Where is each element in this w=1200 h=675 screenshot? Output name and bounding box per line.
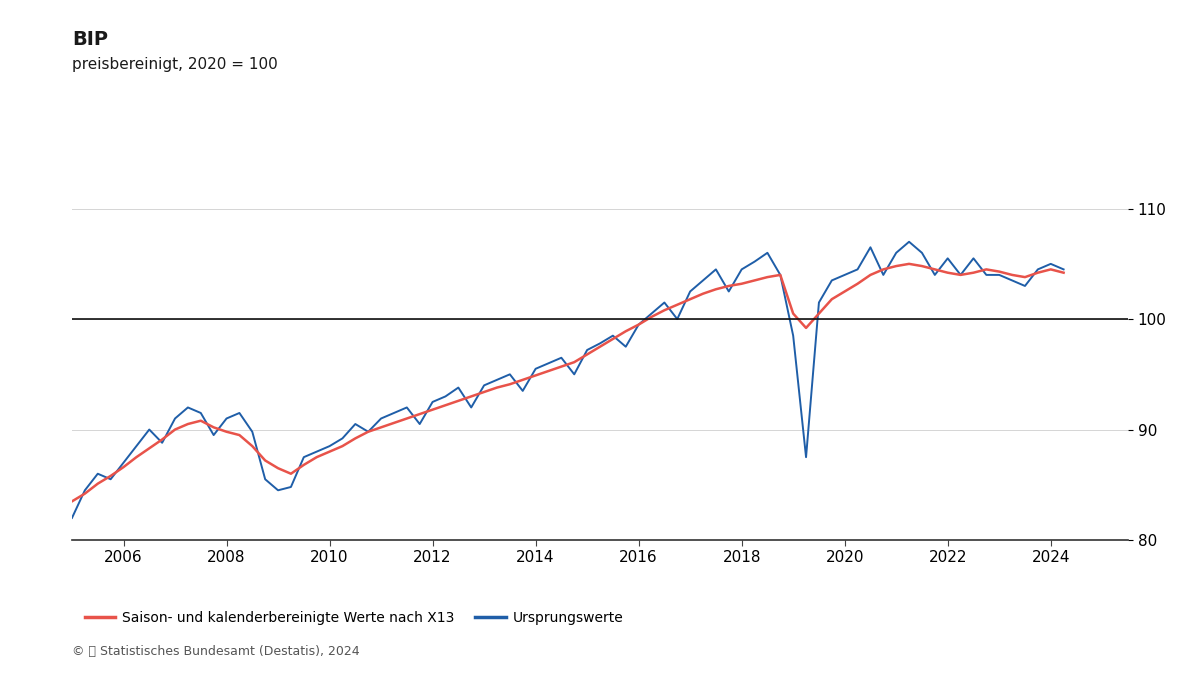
Text: © 📈 Statistisches Bundesamt (Destatis), 2024: © 📈 Statistisches Bundesamt (Destatis), … bbox=[72, 645, 360, 658]
Text: preisbereinigt, 2020 = 100: preisbereinigt, 2020 = 100 bbox=[72, 57, 277, 72]
Legend: Saison- und kalenderbereinigte Werte nach X13, Ursprungswerte: Saison- und kalenderbereinigte Werte nac… bbox=[79, 605, 629, 630]
Text: BIP: BIP bbox=[72, 30, 108, 49]
